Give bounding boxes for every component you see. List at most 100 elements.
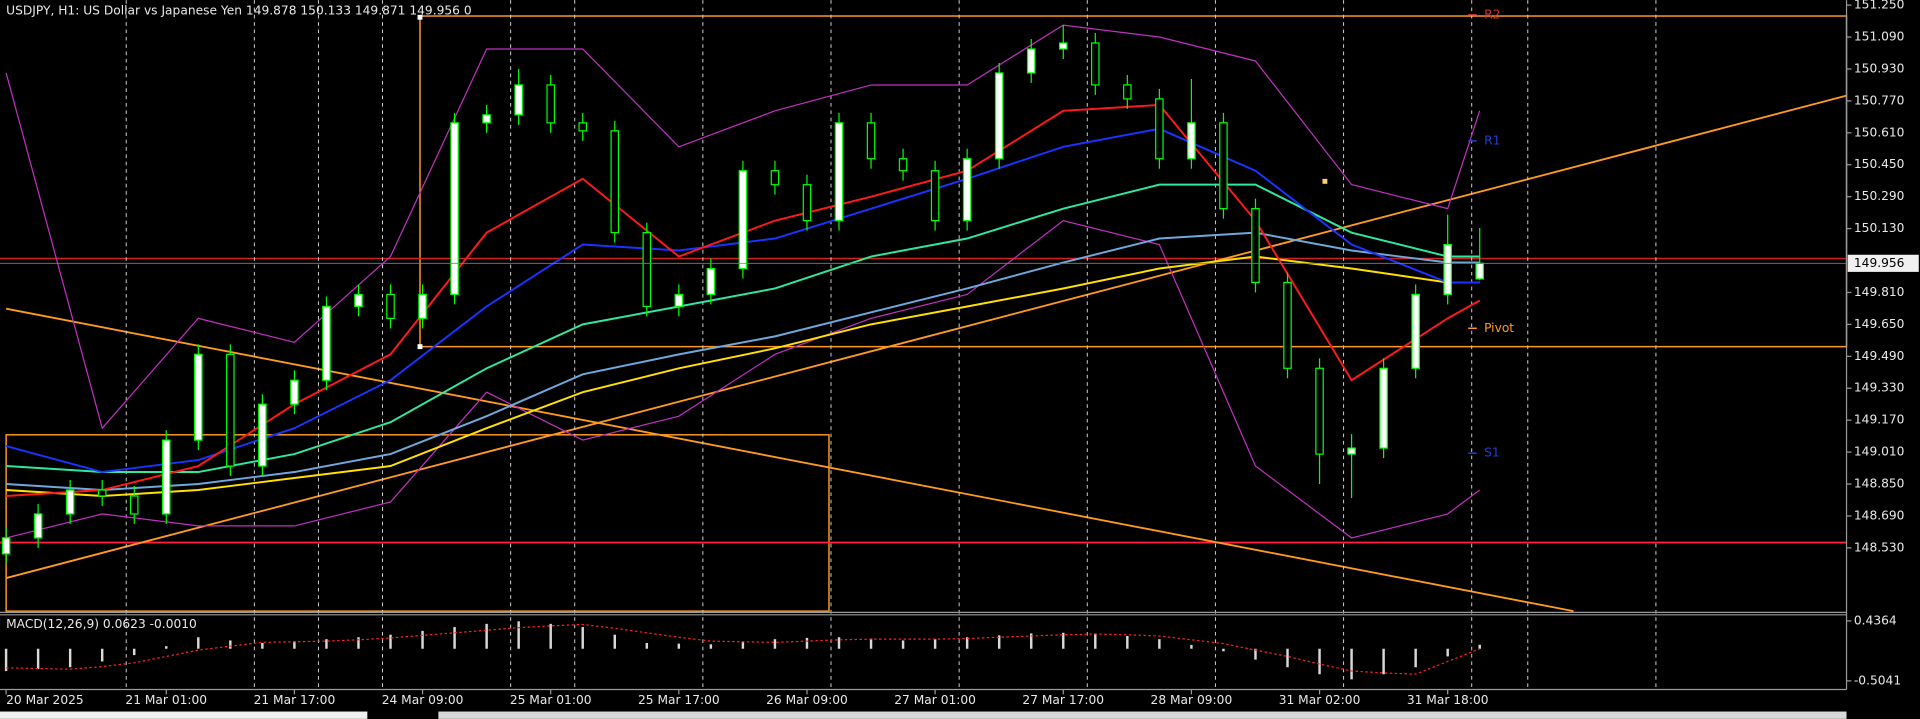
candle-body — [1187, 122, 1196, 160]
candle-body — [1347, 447, 1356, 455]
candle-body — [834, 122, 844, 222]
pivot-label: R2 — [1484, 7, 1500, 21]
candle-body — [97, 489, 107, 497]
candle-body — [866, 122, 876, 160]
candle-body — [738, 170, 748, 270]
y-tick-label: 151.250 — [1854, 0, 1905, 12]
y-tick-label: 150.770 — [1854, 93, 1905, 107]
candle-body — [610, 130, 620, 234]
x-tick-label: 31 Mar 02:00 — [1279, 693, 1361, 707]
y-tick-label: 149.490 — [1854, 349, 1905, 363]
candle-body — [898, 158, 908, 172]
x-tick-label: 20 Mar 2025 — [6, 693, 84, 707]
y-tick-label: 149.650 — [1854, 317, 1905, 331]
candle-body — [514, 84, 523, 116]
candle-body — [1, 537, 11, 555]
indicator-line — [6, 255, 1480, 498]
x-tick-label: 28 Mar 09:00 — [1151, 693, 1233, 707]
pivot-label: S1 — [1484, 446, 1500, 460]
candle-body — [674, 293, 684, 308]
candle-body — [1123, 84, 1132, 100]
candle-body — [1443, 243, 1452, 296]
y-tick-label: 149.010 — [1854, 445, 1905, 459]
candle-body — [1251, 208, 1260, 284]
candle-body — [1026, 48, 1036, 74]
candle-body — [994, 72, 1004, 160]
macd-tick-label: 0.4364 — [1854, 613, 1897, 627]
orange-box — [5, 434, 830, 612]
candle-body — [33, 513, 43, 539]
candle-body — [194, 353, 203, 441]
y-tick-label: 148.850 — [1854, 477, 1905, 491]
y-tick-label: 150.930 — [1854, 61, 1905, 75]
candle-body — [322, 305, 331, 381]
tab-strip — [438, 711, 1847, 719]
candle-body — [1219, 122, 1228, 210]
candle-body — [450, 122, 459, 296]
chart-title: USDJPY, H1: US Dollar vs Japanese Yen 14… — [6, 4, 472, 18]
x-tick-label: 21 Mar 17:00 — [254, 693, 336, 707]
candle-body — [770, 170, 780, 186]
x-tick-label: 27 Mar 17:00 — [1022, 693, 1104, 707]
candle-body — [962, 158, 972, 222]
y-tick-label: 150.130 — [1854, 221, 1905, 235]
candle-body — [546, 84, 555, 124]
trend-line — [5, 307, 1574, 613]
candle-body — [1058, 42, 1068, 50]
pivot-label: Pivot — [1484, 321, 1514, 335]
macd-tick-label: -0.5041 — [1854, 673, 1901, 687]
macd-signal — [6, 623, 1480, 675]
macd-title: MACD(12,26,9) 0.0623 -0.0010 — [6, 617, 197, 631]
marker — [417, 344, 423, 350]
candle-body — [1475, 262, 1485, 280]
candle-body — [578, 122, 588, 132]
y-tick-label: 148.530 — [1854, 540, 1905, 554]
candle-body — [1379, 367, 1388, 449]
candle-body — [642, 231, 652, 308]
candle-body — [930, 170, 940, 222]
x-tick-label: 21 Mar 01:00 — [125, 693, 207, 707]
y-tick-label: 150.290 — [1854, 189, 1905, 203]
candle-body — [418, 293, 427, 320]
candle-body — [354, 293, 363, 308]
candle-body — [1411, 293, 1420, 369]
candle-body — [1315, 367, 1324, 455]
price-tag — [1847, 254, 1919, 272]
pivot-label: R1 — [1484, 133, 1500, 147]
y-tick-label: 150.610 — [1854, 125, 1905, 139]
indicator-line — [5, 219, 1481, 539]
candle-body — [386, 293, 395, 320]
trend-line — [5, 94, 1847, 579]
tab[interactable] — [0, 711, 368, 719]
x-tick-label: 25 Mar 17:00 — [638, 693, 720, 707]
candle-body — [290, 379, 299, 405]
x-tick-label: 25 Mar 01:00 — [510, 693, 592, 707]
y-tick-label: 149.170 — [1854, 413, 1905, 427]
candle-body — [1091, 42, 1100, 86]
x-tick-label: 31 Mar 18:00 — [1407, 693, 1489, 707]
marker — [417, 14, 423, 20]
candle-body — [161, 439, 171, 515]
candle-body — [482, 114, 491, 124]
x-tick-label: 27 Mar 01:00 — [894, 693, 976, 707]
indicator-line — [5, 24, 1481, 430]
x-tick-label: 26 Mar 09:00 — [766, 693, 848, 707]
candle-body — [129, 495, 139, 515]
y-tick-label: 150.450 — [1854, 157, 1905, 171]
y-tick-label: 149.330 — [1854, 381, 1905, 395]
y-tick-label: 151.090 — [1854, 30, 1905, 44]
candle-body — [226, 353, 235, 467]
candle-body — [258, 403, 267, 467]
candle-body — [65, 489, 75, 515]
drawings — [0, 0, 1848, 690]
x-tick-label: 24 Mar 09:00 — [382, 693, 464, 707]
price-tag-label: 149.956 — [1854, 256, 1905, 270]
candle-body — [1155, 98, 1164, 160]
marker — [1322, 178, 1328, 184]
candle-body — [706, 267, 716, 296]
y-tick-label: 148.690 — [1854, 508, 1905, 522]
y-tick-label: 149.810 — [1854, 285, 1905, 299]
